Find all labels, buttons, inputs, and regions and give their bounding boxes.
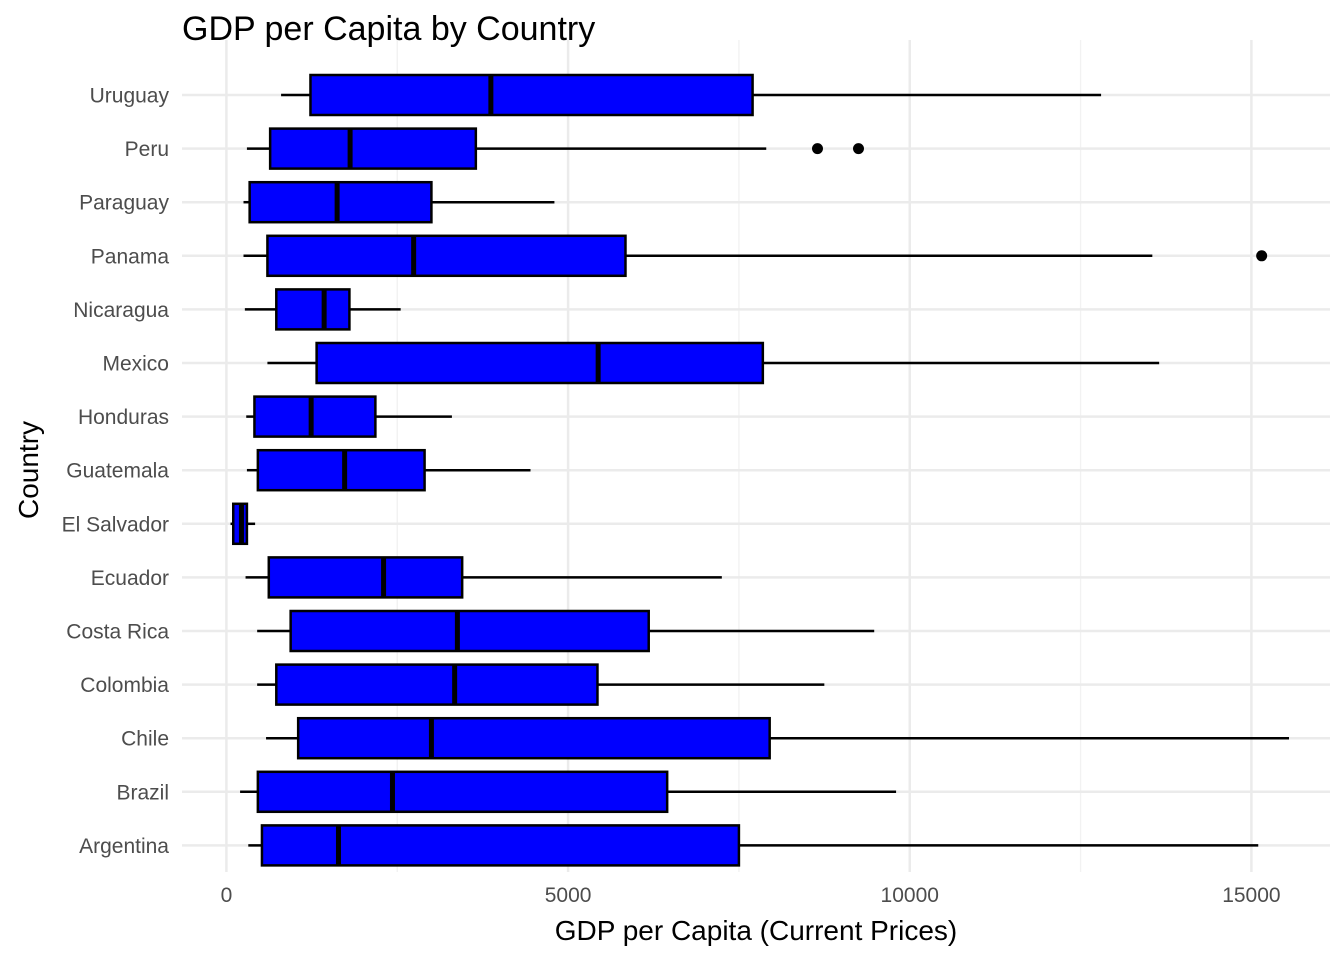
box-iqr [266, 234, 627, 278]
box-iqr [260, 824, 741, 867]
y-axis-title: Country [13, 421, 44, 519]
y-tick-label: Ecuador [91, 567, 169, 590]
box-iqr [256, 770, 669, 814]
box-series [230, 73, 1289, 867]
y-tick-label: Colombia [80, 674, 169, 697]
box-iqr [253, 395, 377, 438]
x-tick-label: 5000 [545, 884, 592, 907]
outlier-point [812, 143, 823, 155]
y-tick-label: Paraguay [79, 192, 169, 215]
box-iqr [248, 180, 433, 224]
x-tick-label: 10000 [881, 884, 939, 907]
box-iqr [275, 663, 599, 706]
y-axis-tick-labels: Uruguay Peru Paraguay Panama Nicaragua Mexico… [62, 85, 170, 858]
chart-title: GDP per Capita by Country [182, 10, 595, 48]
outlier-point [1256, 250, 1268, 262]
y-tick-label: Chile [121, 728, 169, 751]
box-iqr [296, 716, 771, 760]
x-axis-tick-labels: 0 5000 10000 15000 [221, 884, 1281, 907]
y-tick-label: Honduras [78, 406, 169, 429]
box-iqr [267, 556, 464, 599]
box-iqr [275, 288, 351, 331]
y-tick-label: Peru [125, 138, 169, 161]
y-tick-label: Panama [91, 245, 170, 268]
x-tick-label: 0 [221, 884, 233, 907]
box-iqr [289, 609, 650, 653]
y-tick-label: Uruguay [90, 85, 170, 108]
y-tick-label: Guatemala [66, 460, 169, 483]
box-iqr [309, 73, 754, 117]
x-tick-label: 15000 [1222, 884, 1280, 907]
y-tick-label: Costa Rica [66, 621, 169, 644]
box-iqr [315, 341, 765, 385]
box-iqr [256, 448, 426, 492]
y-tick-label: El Salvador [62, 513, 169, 536]
y-tick-label: Brazil [116, 781, 169, 804]
box-iqr [268, 127, 478, 170]
y-tick-label: Argentina [79, 835, 169, 858]
outlier-point [853, 143, 864, 155]
x-axis-title: GDP per Capita (Current Prices) [555, 915, 958, 946]
y-tick-label: Nicaragua [73, 299, 169, 322]
y-tick-label: Mexico [102, 353, 169, 376]
